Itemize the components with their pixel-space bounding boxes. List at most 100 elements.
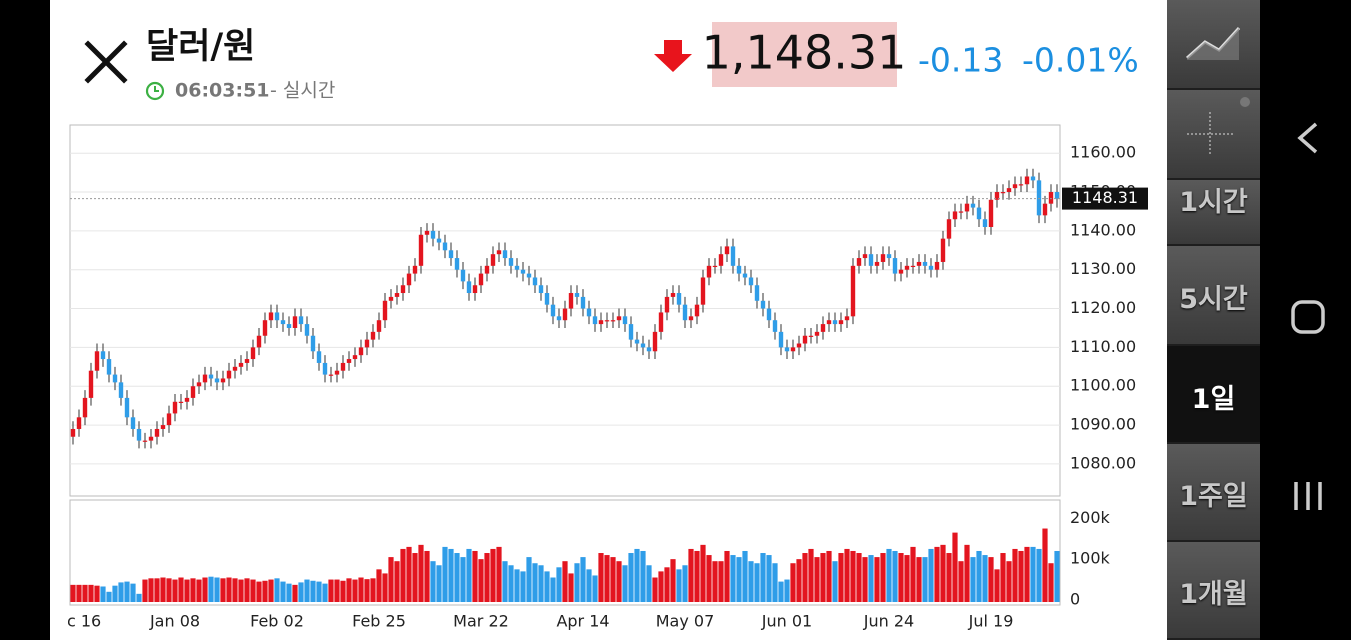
volume-bar bbox=[772, 563, 778, 602]
volume-bar bbox=[874, 557, 880, 602]
volume-bar bbox=[1054, 550, 1060, 602]
candle-body bbox=[952, 211, 958, 220]
timeframe-button[interactable]: 1주일 bbox=[1167, 444, 1260, 542]
candle-body bbox=[556, 316, 562, 321]
candle-body bbox=[322, 362, 328, 375]
candle-body bbox=[706, 265, 712, 278]
candle-body bbox=[502, 250, 508, 259]
volume-bar bbox=[802, 553, 808, 602]
timeframe-button[interactable]: 1개월 bbox=[1167, 542, 1260, 640]
volume-bar bbox=[1012, 548, 1018, 602]
volume-bar bbox=[1018, 550, 1024, 602]
volume-bar bbox=[694, 550, 700, 602]
candle-body bbox=[1018, 184, 1024, 186]
candle-body bbox=[208, 374, 214, 379]
candle-body bbox=[580, 296, 586, 309]
timeframe-button[interactable]: 1시간 bbox=[1167, 180, 1260, 246]
chart-type-button[interactable] bbox=[1167, 0, 1260, 90]
candle-body bbox=[508, 258, 514, 266]
crosshair-button[interactable] bbox=[1167, 90, 1260, 180]
volume-bar bbox=[682, 565, 688, 602]
volume-bar bbox=[130, 583, 136, 602]
candle-body bbox=[934, 261, 940, 270]
volume-bar bbox=[364, 579, 370, 602]
volume-bar bbox=[280, 581, 286, 602]
candle-body bbox=[76, 417, 82, 429]
candle-body bbox=[82, 397, 88, 418]
volume-bar bbox=[622, 565, 628, 602]
candle-body bbox=[856, 258, 862, 266]
candle-body bbox=[646, 347, 652, 352]
x-tick-label: Jul 19 bbox=[968, 612, 1014, 631]
close-button[interactable] bbox=[84, 40, 128, 84]
volume-bar bbox=[706, 555, 712, 602]
candle-body bbox=[640, 343, 646, 348]
volume-bar bbox=[316, 581, 322, 602]
candle-body bbox=[70, 428, 76, 437]
candle-body bbox=[958, 211, 964, 213]
home-button[interactable] bbox=[1291, 300, 1325, 334]
volume-frame bbox=[69, 499, 1061, 606]
candle-body bbox=[418, 234, 424, 266]
y-tick-label: 1100.00 bbox=[1070, 376, 1136, 395]
candle-body bbox=[190, 386, 196, 398]
volume-bar bbox=[904, 555, 910, 602]
volume-bar bbox=[262, 580, 268, 602]
volume-bar bbox=[916, 557, 922, 602]
volume-bar bbox=[496, 546, 502, 602]
candle-body bbox=[1000, 192, 1006, 194]
update-time: 06:03:51 bbox=[175, 80, 270, 102]
volume-bar bbox=[118, 582, 124, 602]
volume-bar bbox=[556, 567, 562, 602]
volume-bar bbox=[1042, 528, 1048, 602]
volume-bar bbox=[832, 561, 838, 602]
candle-body bbox=[472, 285, 478, 294]
volume-bar bbox=[892, 550, 898, 602]
volume-bar bbox=[178, 577, 184, 602]
candle-body bbox=[682, 304, 688, 321]
candle-body bbox=[166, 413, 172, 426]
volume-bar bbox=[820, 553, 826, 602]
candle-body bbox=[262, 320, 268, 336]
candle-body bbox=[574, 293, 580, 297]
timeframe-button[interactable]: 1일 bbox=[1167, 346, 1260, 444]
volume-bar bbox=[436, 565, 442, 602]
volume-bar bbox=[610, 557, 616, 602]
recents-button[interactable] bbox=[1294, 482, 1322, 510]
candle-body bbox=[772, 320, 778, 332]
candle-body bbox=[784, 347, 790, 352]
volume-bar bbox=[88, 584, 94, 602]
volume-bar bbox=[196, 579, 202, 602]
volume-bar bbox=[166, 578, 172, 602]
volume-bar bbox=[700, 544, 706, 602]
candle-body bbox=[124, 397, 130, 418]
candle-body bbox=[466, 281, 472, 294]
volume-bar bbox=[1024, 546, 1030, 602]
y-tick-label: 1090.00 bbox=[1070, 415, 1136, 434]
price-frame bbox=[69, 124, 1061, 497]
timeframe-label: 1시간 bbox=[1179, 187, 1248, 218]
candle-body bbox=[532, 277, 538, 286]
volume-bar bbox=[760, 553, 766, 602]
volume-bar bbox=[742, 550, 748, 602]
candle-body bbox=[352, 355, 358, 360]
timeframe-label: 1주일 bbox=[1179, 481, 1248, 512]
volume-bar bbox=[724, 550, 730, 602]
volume-bar bbox=[688, 548, 694, 602]
candle-body bbox=[154, 428, 160, 437]
candle-body bbox=[196, 382, 202, 387]
volume-bar bbox=[880, 553, 886, 602]
candle-body bbox=[94, 351, 100, 371]
volume-bar bbox=[136, 593, 142, 602]
candle-body bbox=[724, 246, 730, 255]
volume-bar bbox=[328, 579, 334, 602]
volume-bar bbox=[922, 557, 928, 602]
volume-bar bbox=[322, 583, 328, 602]
volume-bar bbox=[844, 548, 850, 602]
timeframe-button[interactable]: 5시간 bbox=[1167, 246, 1260, 346]
candle-body bbox=[658, 312, 664, 332]
y-tick-label: 1120.00 bbox=[1070, 298, 1136, 317]
back-button[interactable] bbox=[1297, 122, 1318, 154]
x-axis: Dec 16 Jan 08 Feb 02 Feb 25 Mar 22 Apr 14 May … bbox=[68, 612, 1014, 631]
